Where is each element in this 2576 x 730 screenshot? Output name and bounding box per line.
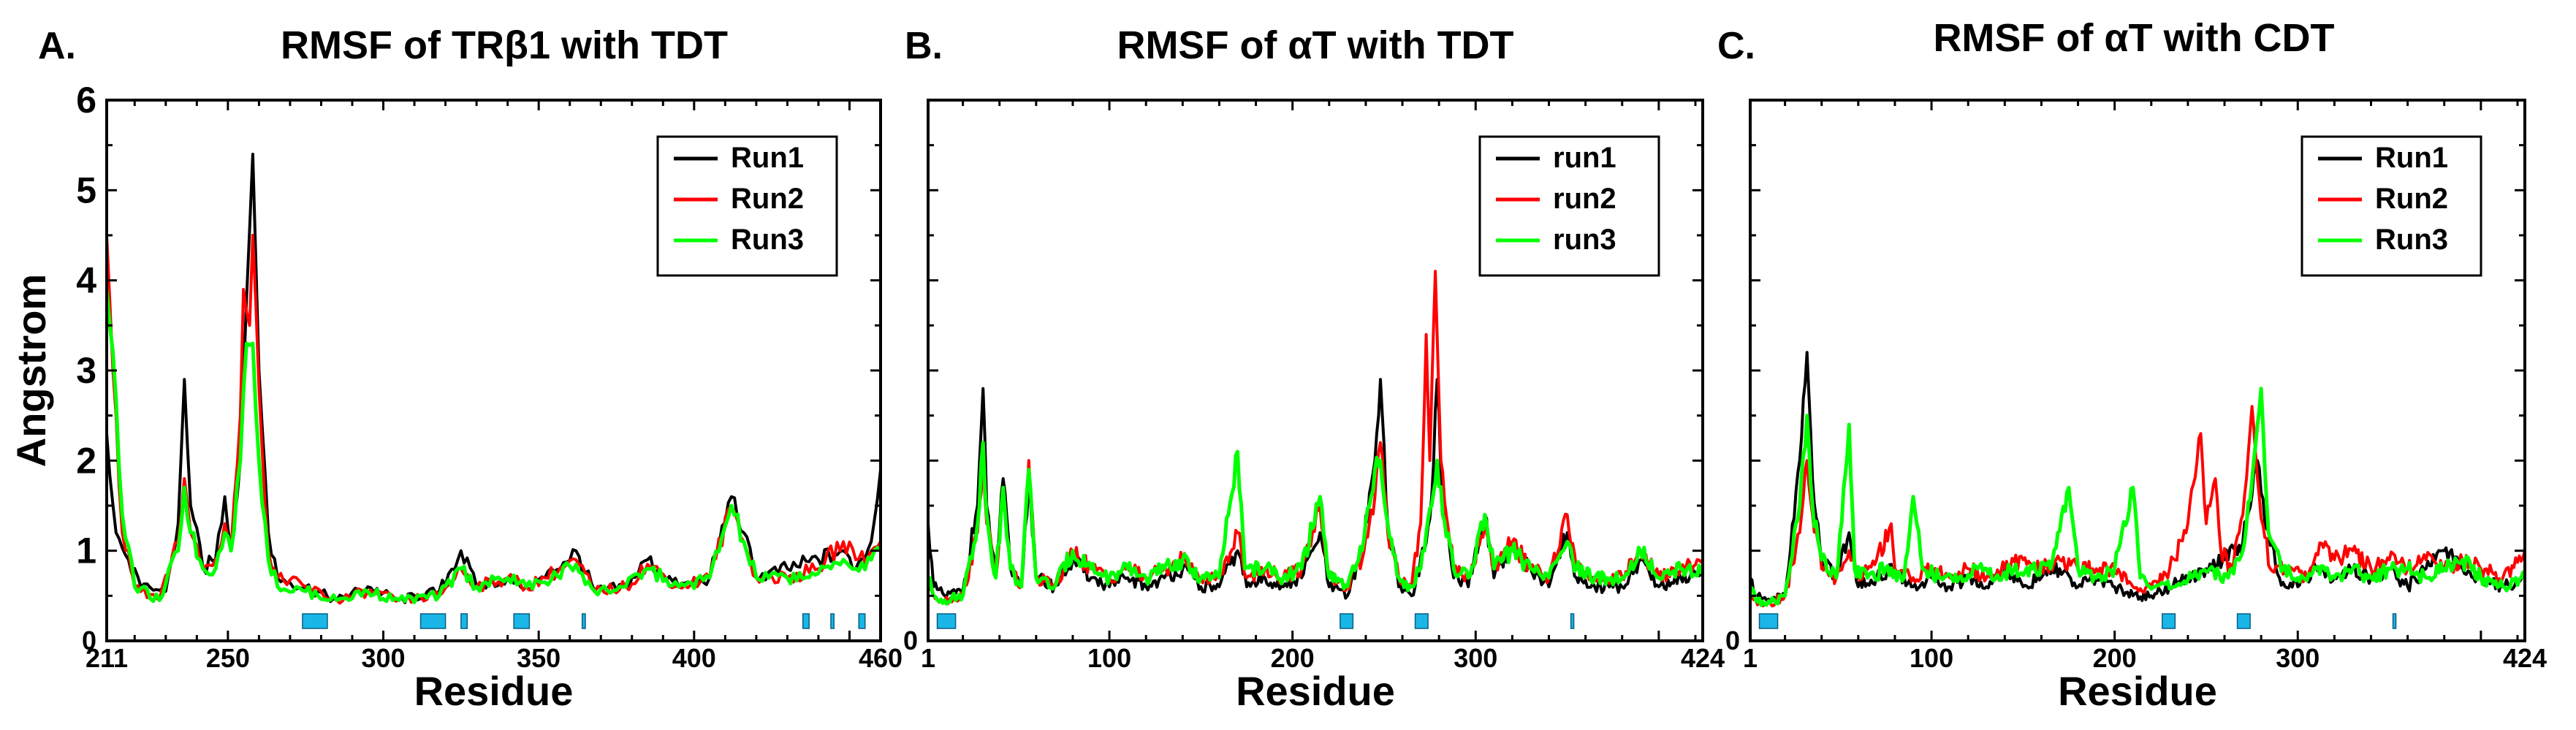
panel-letter: C.: [1717, 25, 1755, 67]
structure-element: [419, 613, 447, 629]
structure-element: [513, 613, 531, 629]
structure-element: [1340, 613, 1354, 629]
x-tick-label: 400: [672, 643, 716, 673]
y-tick-label: 5: [76, 170, 96, 210]
panel-letter: A.: [38, 25, 76, 67]
y-tick-label: 3: [76, 350, 96, 391]
x-tick-label: 424: [2503, 643, 2547, 673]
series-line-run2: [1750, 405, 2525, 608]
structure-element: [302, 613, 328, 629]
x-tick-label: 300: [1454, 643, 1497, 673]
structure-element: [2162, 613, 2176, 629]
x-tick-label: 200: [2093, 643, 2137, 673]
x-tick-label: 250: [206, 643, 250, 673]
panel-2: C. RMSF of αT with CDT 01 100 200 300 424 Resid…: [1717, 16, 2547, 714]
legend-label: Run3: [731, 224, 804, 256]
structure-element: [1758, 613, 1779, 629]
x-axis-label: Residue: [414, 668, 574, 714]
legend-label: Run2: [2375, 183, 2448, 215]
x-tick-label: 300: [2276, 643, 2319, 673]
legend-label: Run2: [731, 183, 804, 215]
x-tick-label: 300: [361, 643, 405, 673]
x-tick-label: 100: [1910, 643, 1953, 673]
x-tick-label: 350: [517, 643, 561, 673]
legend-label: Run1: [2375, 142, 2448, 174]
legend-label: run2: [1553, 183, 1616, 215]
structure-element: [581, 613, 586, 629]
x-tick-label: 424: [1681, 643, 1725, 673]
x-axis-label: Residue: [2058, 668, 2217, 714]
series-line-run1: [928, 378, 1703, 600]
series-line-run3: [1750, 387, 2525, 607]
legend-label: Run1: [731, 142, 804, 174]
series-line-run2: [928, 270, 1703, 605]
y-tick-label: 4: [76, 260, 96, 301]
panel-0: A. RMSF of TRβ1 with TDT 0 1 2 3 4 5 6 211 250 300 3…: [8, 23, 903, 714]
structure-element: [858, 613, 866, 629]
structure-element: [460, 613, 468, 629]
panel-1: B. RMSF of αT with TDT 01 100 200 300 424 Resid…: [903, 23, 1725, 714]
x-tick-label: 1: [921, 643, 935, 673]
panel-letter: B.: [905, 25, 943, 67]
chart-title: RMSF of αT with TDT: [1117, 23, 1513, 67]
y-tick-label: 0: [903, 626, 918, 655]
x-tick-label: 211: [86, 643, 128, 673]
structure-element: [1570, 613, 1575, 629]
structure-element: [936, 613, 957, 629]
legend-label: run1: [1553, 142, 1616, 174]
structure-element: [2392, 613, 2397, 629]
structure-element: [830, 613, 835, 629]
chart-title: RMSF of TRβ1 with TDT: [281, 23, 728, 67]
y-tick-label: 0: [82, 626, 96, 655]
structure-element: [2236, 613, 2251, 629]
structure-element: [802, 613, 810, 629]
chart-title: RMSF of αT with CDT: [1933, 16, 2334, 60]
legend-label: run3: [1553, 224, 1616, 256]
y-tick-label: 2: [76, 440, 96, 481]
y-axis-label: Angstrom: [8, 274, 54, 467]
y-tick-label: 0: [1725, 626, 1740, 655]
legend-label: Run3: [2375, 224, 2448, 256]
series-line-run3: [107, 289, 881, 604]
x-tick-label: 100: [1087, 643, 1131, 673]
x-axis-label: Residue: [1236, 668, 1395, 714]
series-line-run3: [928, 441, 1703, 606]
structure-element: [1414, 613, 1429, 629]
x-tick-label: 200: [1271, 643, 1315, 673]
x-tick-label: 460: [859, 643, 903, 673]
y-tick-label: 6: [76, 80, 96, 121]
y-tick-label: 1: [76, 531, 96, 571]
x-tick-label: 1: [1743, 643, 1758, 673]
